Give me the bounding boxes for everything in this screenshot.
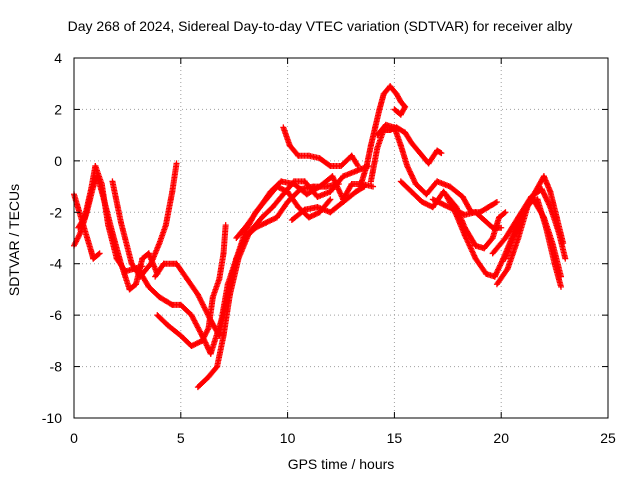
series-track-6: [152, 181, 342, 339]
data-point: [498, 224, 505, 231]
series-track-19: [429, 196, 505, 231]
y-tick-label: -6: [50, 307, 63, 323]
series-track-7: [154, 222, 229, 349]
data-point: [560, 240, 567, 247]
x-tick-label: 20: [493, 430, 509, 446]
y-tick-label: 2: [54, 101, 62, 117]
grid-lines: [74, 58, 608, 418]
y-tick-label: -8: [50, 359, 63, 375]
y-tick-label: -4: [50, 256, 63, 272]
data-point: [558, 283, 565, 290]
axis-ticks: 0 5 10 15 20 25 -10 -8 -6 -4 -2 0 2 4: [42, 50, 616, 446]
data-point: [167, 301, 174, 308]
data-point: [493, 199, 500, 205]
data-point: [354, 161, 361, 168]
x-tick-label: 25: [600, 430, 616, 446]
data-point: [96, 250, 103, 257]
series-track-18: [502, 173, 567, 262]
data-point: [326, 162, 333, 169]
data-point: [502, 209, 509, 216]
data-point: [139, 263, 146, 270]
series-track-10: [280, 124, 362, 169]
series-track-17: [489, 186, 569, 262]
series-track-4: [109, 160, 180, 280]
x-tick-label: 15: [387, 430, 403, 446]
y-tick-label: 4: [54, 50, 62, 66]
data-point: [326, 197, 333, 204]
data-point: [80, 215, 87, 222]
x-tick-label: 0: [70, 430, 78, 446]
y-tick-label: -2: [50, 204, 63, 220]
series-track-20: [288, 183, 368, 223]
data-point: [360, 184, 367, 191]
series-track-11: [357, 83, 409, 190]
data-point: [361, 183, 368, 190]
data-point: [438, 150, 445, 157]
y-tick-label: -10: [42, 410, 62, 426]
data-point: [213, 364, 220, 371]
series-track-8: [194, 163, 372, 391]
data-point: [222, 222, 229, 229]
data-point: [370, 183, 377, 190]
y-axis-label: SDTVAR / TECUs: [6, 183, 22, 297]
y-tick-label: 0: [54, 153, 62, 169]
data-point: [95, 251, 102, 258]
data-point: [492, 199, 499, 206]
series-track-15: [442, 191, 565, 280]
data-point: [501, 210, 508, 217]
plot-frame: [73, 57, 609, 419]
x-tick-label: 5: [177, 430, 185, 446]
data-point: [392, 107, 399, 114]
data-point: [327, 196, 334, 203]
data-point: [562, 255, 569, 262]
data-point: [173, 160, 180, 167]
data-marks: [71, 83, 569, 391]
data-point: [355, 163, 362, 169]
chart-title: Day 268 of 2024, Sidereal Day-to-day VTE…: [67, 18, 573, 34]
data-point: [391, 106, 398, 113]
x-tick-label: 10: [280, 430, 296, 446]
x-axis-label: GPS time / hours: [287, 456, 395, 472]
